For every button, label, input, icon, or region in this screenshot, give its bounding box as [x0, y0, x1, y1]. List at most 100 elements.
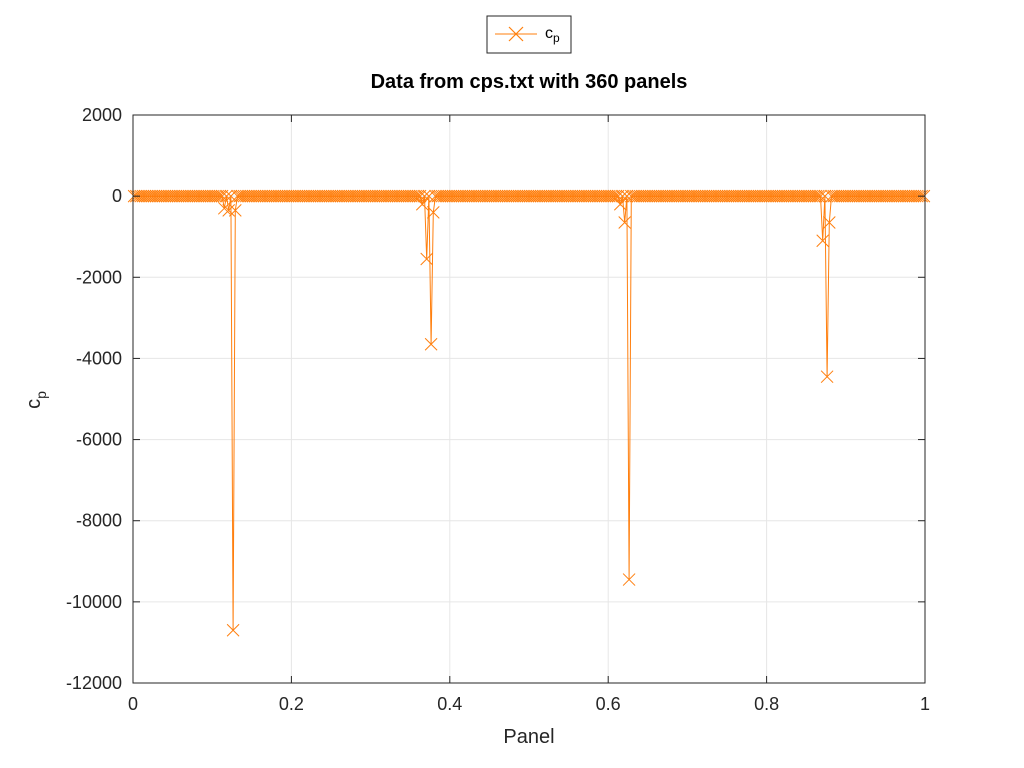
data-point-marker [369, 189, 383, 203]
data-point-marker [761, 189, 775, 203]
data-point-marker [444, 189, 458, 203]
data-point-marker [519, 189, 533, 203]
data-point-marker [631, 189, 645, 203]
data-point-marker [756, 189, 770, 203]
data-point-marker [310, 189, 324, 203]
data-point-marker [217, 201, 231, 215]
data-point-marker [831, 189, 845, 203]
data-point-marker [143, 189, 156, 203]
data-point-marker [660, 189, 673, 203]
data-point-marker [151, 189, 165, 203]
data-point-marker [710, 189, 724, 203]
data-point-marker [400, 189, 414, 203]
data-point-marker [195, 189, 209, 203]
data-point-marker [374, 189, 387, 203]
data-point-marker [268, 189, 282, 203]
data-point-marker [536, 189, 550, 203]
data-point-marker [140, 189, 154, 203]
data-point-marker [668, 189, 682, 203]
legend-label-sub: p [553, 31, 560, 45]
data-point-marker [473, 189, 486, 203]
data-point-marker [816, 234, 830, 248]
data-point-marker [543, 189, 557, 203]
data-point-marker [591, 189, 605, 203]
data-point-marker [860, 189, 874, 203]
data-point-marker [499, 189, 513, 203]
data-point-marker [283, 189, 297, 203]
data-point-marker [906, 189, 920, 203]
data-point-marker [803, 189, 816, 203]
data-point-marker [682, 189, 695, 203]
data-point-marker [239, 189, 253, 203]
data-point-marker [767, 189, 781, 203]
data-point-marker [420, 252, 434, 266]
data-point-marker [556, 189, 570, 203]
data-point-marker [464, 189, 478, 203]
data-point-marker [336, 189, 350, 203]
data-point-marker [765, 189, 779, 203]
data-point-marker [237, 189, 251, 203]
legend[interactable]: cp [486, 15, 572, 54]
data-point-marker [633, 189, 647, 203]
data-point-marker [770, 189, 783, 203]
data-point-marker [290, 189, 304, 203]
data-point-marker [211, 189, 225, 203]
data-point-marker [503, 189, 517, 203]
data-point-marker [778, 189, 792, 203]
data-point-marker [279, 189, 293, 203]
data-point-marker [688, 189, 702, 203]
data-point-marker [616, 189, 629, 203]
data-point-marker [787, 189, 801, 203]
data-point-marker [323, 189, 337, 203]
data-point-marker [897, 189, 911, 203]
data-point-marker [228, 203, 242, 217]
data-point-marker [431, 189, 445, 203]
data-point-marker [528, 189, 541, 203]
data-point-marker [160, 189, 174, 203]
data-point-marker [393, 189, 407, 203]
plot-area [133, 115, 925, 683]
data-point-marker [853, 189, 867, 203]
data-point-marker [908, 189, 922, 203]
data-point-marker [893, 189, 907, 203]
data-point-marker [429, 189, 442, 203]
data-point-marker [847, 189, 860, 203]
data-point-marker [165, 189, 178, 203]
data-point-marker [726, 189, 739, 203]
x-tick-label: 1 [920, 694, 930, 714]
data-point-marker [811, 189, 825, 203]
data-point-marker [732, 189, 746, 203]
data-point-marker [739, 189, 753, 203]
data-point-marker [376, 189, 390, 203]
data-point-marker [389, 189, 403, 203]
data-point-marker [508, 189, 522, 203]
data-point-marker [833, 189, 847, 203]
y-tick-label: -6000 [76, 430, 122, 450]
data-point-marker [644, 189, 658, 203]
data-point-marker [147, 189, 161, 203]
data-point-marker [825, 189, 838, 203]
data-point-marker [855, 189, 869, 203]
x-axis: 0 0.2 0.4 0.6 0.8 1 [128, 115, 930, 714]
data-point-marker [836, 189, 849, 203]
data-point-marker [288, 189, 302, 203]
y-axis-label-base: c [23, 399, 45, 409]
data-point-marker [173, 189, 187, 203]
data-point-marker [877, 189, 891, 203]
data-point-marker [301, 189, 315, 203]
data-point-marker [884, 189, 898, 203]
data-point-marker [521, 189, 535, 203]
y-axis-label-sub: p [33, 391, 49, 399]
data-point-marker [578, 189, 592, 203]
data-point-marker [862, 189, 876, 203]
data-point-marker [154, 189, 167, 203]
data-point-marker [607, 189, 621, 203]
data-point-marker [470, 189, 484, 203]
x-tick-label: 0 [128, 694, 138, 714]
data-point-marker [198, 189, 211, 203]
data-point-marker [380, 189, 394, 203]
data-point-marker [814, 189, 827, 203]
data-point-marker [818, 189, 832, 203]
data-point-marker [523, 189, 537, 203]
data-point-marker [745, 189, 759, 203]
